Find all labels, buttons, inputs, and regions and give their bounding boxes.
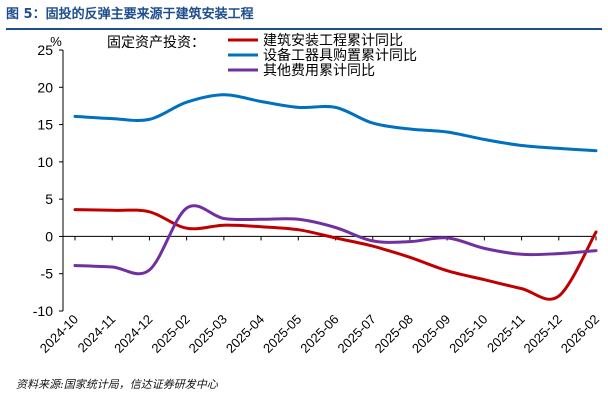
legend-prefix: 固定资产投资： (107, 35, 205, 51)
x-tick-label: 2025-02 (148, 312, 192, 356)
y-unit-label: % (50, 34, 62, 49)
legend-label: 建筑安装工程累计同比 (263, 33, 403, 49)
figure-title: 图 5：固投的反弹主要来源于建筑安装工程 (6, 4, 602, 30)
x-tick-label: 2025-11 (484, 312, 528, 356)
y-tick-label: 20 (37, 79, 53, 95)
x-tick-label: 2024-12 (111, 312, 155, 356)
figure-title-text: 图 5：固投的反弹主要来源于建筑安装工程 (6, 7, 254, 22)
y-tick-label: 5 (45, 191, 53, 207)
series-line-equipment (73, 93, 598, 153)
y-tick-label: 10 (37, 154, 53, 170)
x-tick-label: 2025-03 (186, 312, 230, 356)
y-tick-label: -5 (41, 266, 54, 282)
y-tick-label: 25 (37, 42, 53, 58)
legend-label: 设备工器具购置累计同比 (263, 47, 417, 64)
x-tick-label: 2026-02 (558, 312, 602, 356)
x-tick-label: 2025-08 (372, 312, 416, 356)
x-tick-label: 2024-11 (75, 312, 119, 356)
x-tick-label: 2025-07 (334, 312, 378, 356)
x-tick-label: 2025-10 (446, 312, 490, 356)
x-tick-label: 2025-09 (409, 312, 453, 356)
title-underline (6, 28, 602, 30)
source-note: 资料来源:国家统计局，信达证券研发中心 (16, 378, 218, 391)
y-tick-label: 15 (37, 117, 53, 133)
x-tick-label: 2025-05 (260, 312, 304, 356)
legend-label: 其他费用累计同比 (263, 63, 375, 79)
x-tick-label: 2025-04 (223, 312, 267, 356)
y-tick-label: 0 (45, 228, 53, 244)
y-tick-label: -10 (33, 303, 53, 319)
series-line-construction (73, 208, 598, 301)
x-tick-label: 2025-06 (297, 312, 341, 356)
x-tick-label: 2025-12 (521, 312, 565, 356)
series-line-other (73, 204, 598, 276)
